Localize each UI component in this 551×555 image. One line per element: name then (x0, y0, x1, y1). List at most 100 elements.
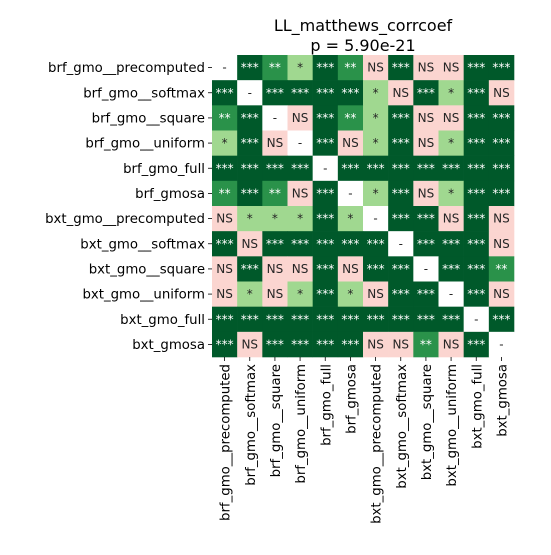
column-label-brf-gmo-precomputed: brf_gmo__precomputed (219, 364, 234, 521)
row-labels: brf_gmo__precomputed brf_gmo__softmax brf_… (45, 61, 212, 353)
cell-label: *** (392, 161, 410, 175)
cell-label: *** (341, 337, 359, 351)
heatmap-cell (488, 206, 515, 232)
column-label-brf-gmo-square: brf_gmo__square (269, 364, 284, 477)
cell-label: * (448, 186, 454, 200)
heatmap-cell (312, 155, 339, 182)
heatmap-cell (212, 231, 238, 257)
heatmap-cell (337, 331, 364, 358)
cell-label: *** (241, 186, 259, 200)
heatmap-cell (488, 105, 515, 131)
cell-label: *** (341, 312, 359, 326)
heatmap-cell (337, 155, 364, 182)
cell-label: NS (367, 337, 384, 351)
heatmap-cell (438, 306, 464, 333)
cell-label: *** (492, 136, 510, 150)
heatmap-cell (212, 180, 238, 207)
heatmap-cell (262, 231, 288, 257)
heatmap-cell (287, 331, 313, 358)
cell-label: NS (443, 61, 460, 75)
cell-label: NS (267, 287, 284, 301)
heatmap-cell (312, 231, 339, 257)
row-label-brf-gmo-softmax: brf_gmo__softmax (83, 86, 205, 101)
heatmap-cell (488, 130, 515, 156)
heatmap-cell (413, 256, 439, 282)
heatmap-cell (312, 105, 339, 131)
row-label-brf-gmo-square: brf_gmo__square (92, 111, 205, 126)
cell-label: * (373, 136, 379, 150)
cell-label: NS (443, 337, 460, 351)
heatmap-cell (287, 231, 313, 257)
heatmap-cell (212, 306, 238, 333)
cell-label: *** (467, 61, 485, 75)
cell-label: NS (367, 287, 384, 301)
column-label-bxt-gmosa: bxt_gmosa (495, 364, 510, 437)
heatmap-cell (463, 231, 490, 257)
cell-label: *** (467, 287, 485, 301)
row-label-bxt-gmo-square: bxt_gmo__square (89, 262, 205, 277)
column-label-brf-gmo-softmax: brf_gmo__softmax (244, 364, 259, 486)
cell-label: ** (269, 186, 281, 200)
cell-label: *** (241, 61, 259, 75)
cell-label: * (448, 136, 454, 150)
heatmap-cell (488, 281, 515, 307)
heatmap-cell (463, 180, 490, 207)
heatmap-cell (388, 55, 414, 81)
heatmap-cell (363, 180, 389, 207)
cell-label: - (273, 111, 277, 125)
heatmap-cell (312, 80, 339, 106)
heatmap-cell (388, 281, 414, 307)
row-label-brf-gmo-uniform: brf_gmo__uniform (85, 137, 205, 152)
heatmap-cell (363, 331, 389, 358)
cell-label: NS (443, 111, 460, 125)
heatmap-cell (413, 231, 439, 257)
cell-label: *** (392, 312, 410, 326)
heatmap-cell (488, 306, 515, 333)
heatmap-cell (488, 155, 515, 182)
row-label-bxt-gmosa: bxt_gmosa (132, 338, 205, 353)
cell-label: *** (241, 161, 259, 175)
cell-label: *** (467, 161, 485, 175)
heatmap-cell (287, 80, 313, 106)
row-label-brf-gmo-precomputed: brf_gmo__precomputed (48, 61, 205, 76)
heatmap-cell (237, 130, 263, 156)
cell-label: NS (418, 186, 435, 200)
cell-label: ** (495, 262, 507, 276)
cell-label: *** (467, 136, 485, 150)
cell-label: NS (443, 212, 460, 226)
heatmap-cell (287, 130, 313, 156)
heatmap-cell (262, 180, 288, 207)
heatmap-cell (388, 306, 414, 333)
cell-label: NS (418, 61, 435, 75)
cell-label: *** (467, 337, 485, 351)
heatmap-cell (237, 256, 263, 282)
cell-label: - (323, 161, 327, 175)
cell-label: *** (316, 212, 334, 226)
cell-label: *** (266, 237, 284, 251)
heatmap-cell (438, 155, 464, 182)
heatmap-cell (237, 231, 263, 257)
cell-label: *** (266, 337, 284, 351)
cell-label: NS (493, 86, 510, 100)
heatmap-cell (262, 256, 288, 282)
heatmap-cell (337, 180, 364, 207)
cell-label: *** (291, 237, 309, 251)
cell-label: *** (417, 287, 435, 301)
heatmap-cell (388, 80, 414, 106)
cell-label: *** (216, 337, 234, 351)
cell-label: ** (269, 61, 281, 75)
heatmap-cell (463, 256, 490, 282)
heatmap-cell (212, 155, 238, 182)
heatmap-cell (312, 55, 339, 81)
heatmap-cell (337, 306, 364, 333)
cell-label: NS (292, 262, 309, 276)
heatmap-cell (237, 155, 263, 182)
column-label-brf-gmosa: brf_gmosa (344, 364, 359, 434)
cell-label: * (247, 287, 253, 301)
cell-label: *** (392, 186, 410, 200)
cell-label: * (247, 212, 253, 226)
cell-label: NS (267, 262, 284, 276)
cell-label: *** (492, 312, 510, 326)
column-label-bxt-gmo-square: bxt_gmo__square (420, 364, 435, 480)
cell-label: *** (316, 86, 334, 100)
